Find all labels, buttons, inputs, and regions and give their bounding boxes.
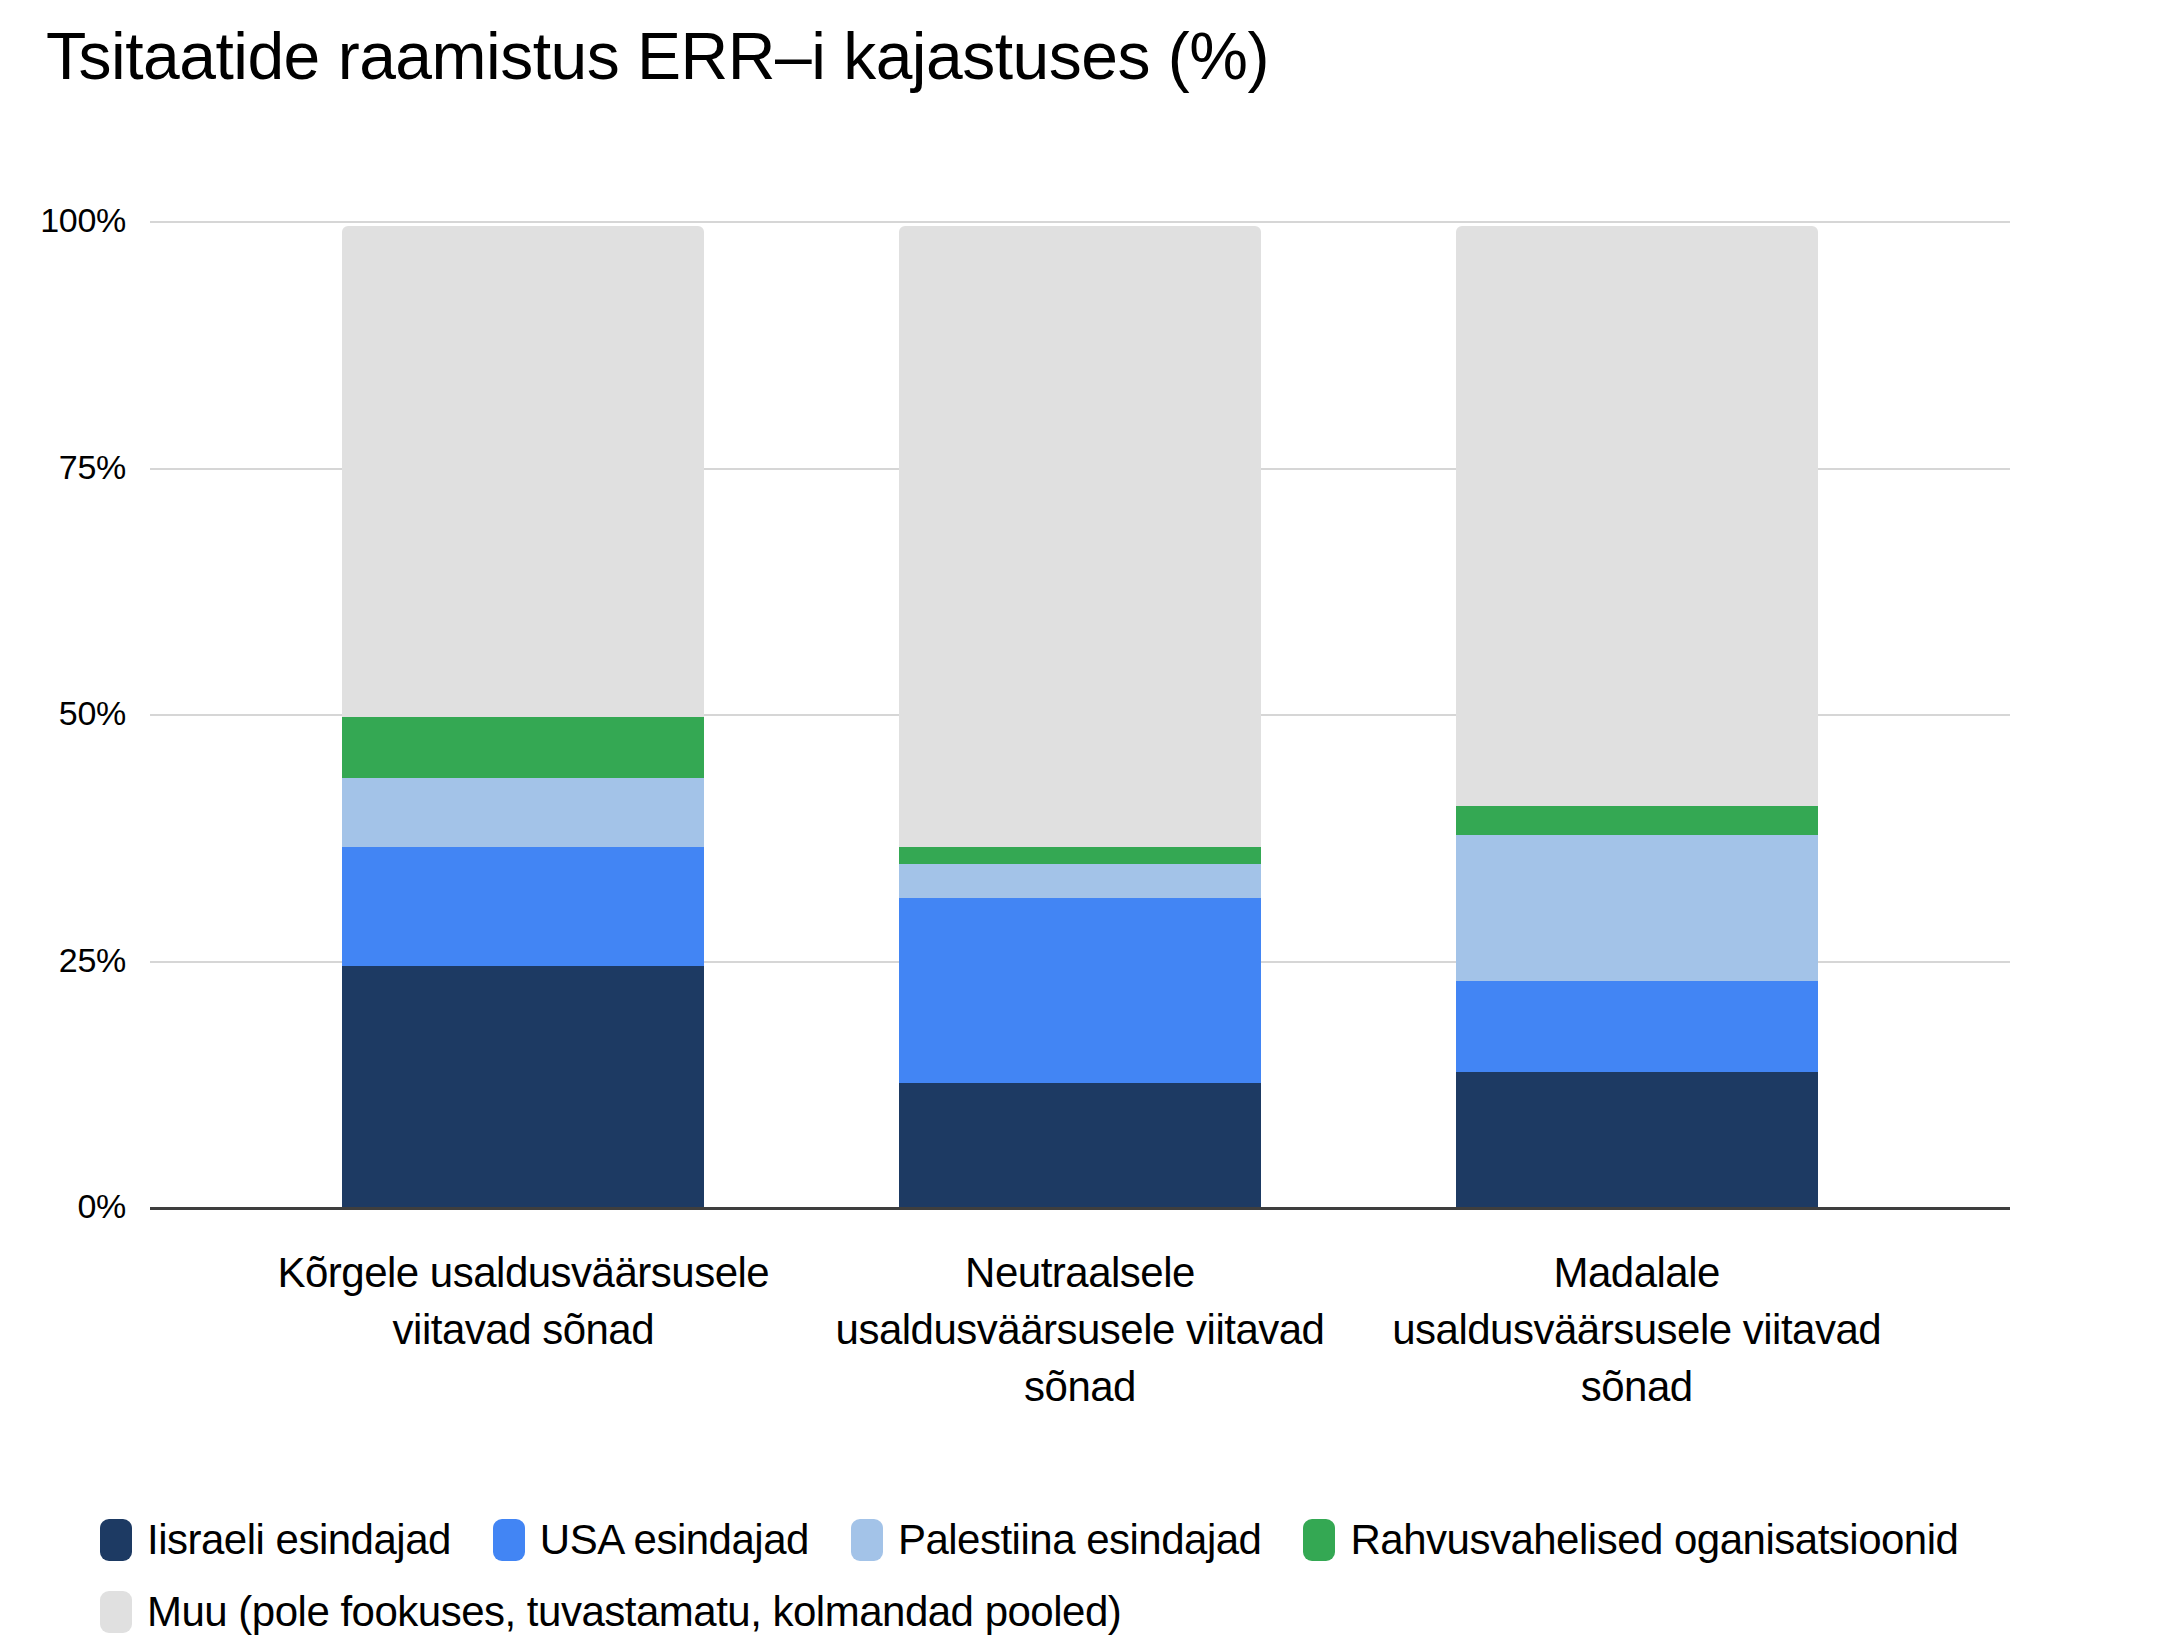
legend-item-usa-esindajad[interactable]: USA esindajad [493, 1516, 809, 1564]
legend-item-rahvusvahelised-oganisatsioonid[interactable]: Rahvusvahelised oganisatsioonid [1303, 1516, 1958, 1564]
bar-segment-palestiina-esindajad[interactable] [899, 864, 1261, 897]
y-tick-label-0: 0% [77, 1187, 126, 1226]
bar-segment-iisraeli-esindajad[interactable] [342, 966, 704, 1208]
bar-segment-iisraeli-esindajad[interactable] [1456, 1072, 1818, 1208]
stacked-bar-neutraalsele-usaldusv-rsusele-viitavad-s [899, 226, 1261, 1208]
bar-segment-rahvusvahelised-oganisatsioonid[interactable] [342, 717, 704, 778]
legend-label-palestiina-esindajad: Palestiina esindajad [898, 1516, 1262, 1564]
legend-label-usa-esindajad: USA esindajad [540, 1516, 809, 1564]
stacked-bar-madalale-usaldusv-rsusele-viitavad-s-nad [1456, 226, 1818, 1208]
bar-segment-usa-esindajad[interactable] [899, 898, 1261, 1084]
y-tick-label-100: 100% [40, 201, 126, 240]
bar-segment-iisraeli-esindajad[interactable] [899, 1083, 1261, 1208]
plot-area: 100%75%50%25%0% [150, 222, 2010, 1208]
legend-label-muu-pole-fookuses-tuvastamatu-kolmandad-: Muu (pole fookuses, tuvastamatu, kolmand… [147, 1588, 1121, 1636]
bar-segment-muu-pole-fookuses-tuvastamatu-kolmandad-[interactable] [899, 226, 1261, 847]
gridline-100 [150, 221, 2010, 223]
legend-item-muu-pole-fookuses-tuvastamatu-kolmandad-[interactable]: Muu (pole fookuses, tuvastamatu, kolmand… [100, 1588, 1121, 1636]
bar-segment-rahvusvahelised-oganisatsioonid[interactable] [1456, 806, 1818, 834]
x-axis-labels: Kõrgele usaldusväärsusele viitavad sõnad… [245, 1244, 1915, 1415]
bars-layer [245, 226, 1915, 1208]
legend-swatch-palestiina-esindajad [851, 1519, 883, 1561]
bar-segment-rahvusvahelised-oganisatsioonid[interactable] [899, 847, 1261, 865]
y-tick-label-75: 75% [59, 447, 126, 486]
legend-label-iisraeli-esindajad: Iisraeli esindajad [147, 1516, 451, 1564]
bar-segment-muu-pole-fookuses-tuvastamatu-kolmandad-[interactable] [342, 226, 704, 717]
chart-title: Tsitaatide raamistus ERR–i kajastuses (%… [46, 18, 1269, 94]
bar-segment-usa-esindajad[interactable] [1456, 981, 1818, 1072]
legend-item-palestiina-esindajad[interactable]: Palestiina esindajad [851, 1516, 1262, 1564]
y-tick-label-50: 50% [59, 694, 126, 733]
bar-segment-palestiina-esindajad[interactable] [1456, 835, 1818, 981]
x-category-label-madalale-usaldusv-rsusele-viitavad-s-nad: Madalale usaldusväärsusele viitavad sõna… [1358, 1244, 1915, 1415]
bar-band-k-rgele-usaldusv-rsusele-viitavad-s-nad [245, 226, 802, 1208]
bar-segment-usa-esindajad[interactable] [342, 847, 704, 967]
bar-band-madalale-usaldusv-rsusele-viitavad-s-nad [1358, 226, 1915, 1208]
legend: Iisraeli esindajad USA esindajad Palestiin… [100, 1516, 2085, 1636]
legend-swatch-iisraeli-esindajad [100, 1519, 132, 1561]
x-category-label-neutraalsele-usaldusv-rsusele-viitavad-s: Neutraalsele usaldusväärsusele viitavad … [802, 1244, 1359, 1415]
x-axis-line [150, 1207, 2010, 1210]
legend-swatch-rahvusvahelised-oganisatsioonid [1303, 1519, 1335, 1561]
legend-swatch-usa-esindajad [493, 1519, 525, 1561]
bar-segment-muu-pole-fookuses-tuvastamatu-kolmandad-[interactable] [1456, 226, 1818, 806]
legend-item-iisraeli-esindajad[interactable]: Iisraeli esindajad [100, 1516, 451, 1564]
bar-segment-palestiina-esindajad[interactable] [342, 778, 704, 847]
stacked-bar-k-rgele-usaldusv-rsusele-viitavad-s-nad [342, 226, 704, 1208]
x-category-label-k-rgele-usaldusv-rsusele-viitavad-s-nad: Kõrgele usaldusväärsusele viitavad sõnad [245, 1244, 802, 1415]
y-tick-label-25: 25% [59, 940, 126, 979]
bar-band-neutraalsele-usaldusv-rsusele-viitavad-s [802, 226, 1359, 1208]
legend-swatch-muu-pole-fookuses-tuvastamatu-kolmandad- [100, 1591, 132, 1633]
legend-label-rahvusvahelised-oganisatsioonid: Rahvusvahelised oganisatsioonid [1350, 1516, 1958, 1564]
